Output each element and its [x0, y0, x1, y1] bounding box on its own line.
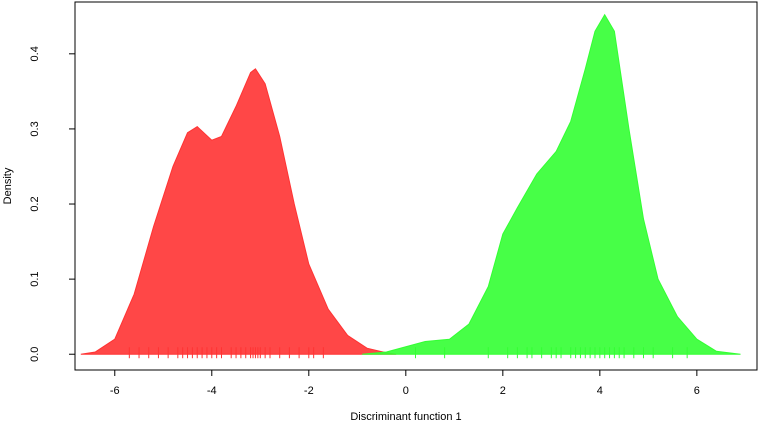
y-tick-label: 0.3 [29, 121, 41, 136]
density-area [80, 68, 397, 355]
y-axis-label: Density [2, 167, 14, 204]
x-tick-label: 6 [694, 385, 700, 397]
x-tick-label: 2 [500, 385, 506, 397]
x-tick-label: -6 [110, 385, 120, 397]
y-tick-label: 0.1 [29, 271, 41, 286]
x-tick-label: 0 [403, 385, 409, 397]
density-area [362, 13, 741, 355]
x-tick-label: 4 [597, 385, 603, 397]
y-tick-label: 0.4 [29, 46, 41, 61]
plot-box [74, 1, 758, 371]
x-tick-label: -4 [207, 385, 217, 397]
x-tick-label: -2 [304, 385, 314, 397]
y-tick-label: 0.2 [29, 196, 41, 211]
x-axis-label: Discriminant function 1 [350, 411, 461, 423]
y-tick-label: 0.0 [29, 347, 41, 362]
